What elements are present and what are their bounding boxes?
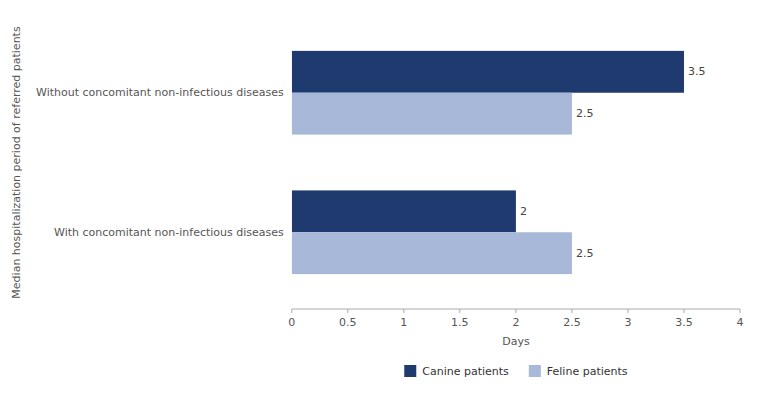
x-tick <box>403 309 404 313</box>
x-tick <box>627 309 628 313</box>
x-tick-label: 1.5 <box>451 316 469 329</box>
x-tick <box>740 309 741 313</box>
y-label: Median hospitalization period of referre… <box>10 26 23 299</box>
x-label: Days <box>502 335 530 348</box>
legend-swatch <box>529 365 541 377</box>
x-tick <box>291 309 292 313</box>
x-tick-label: 3 <box>624 316 631 329</box>
data-labels: 2 2.5 3.5 2.5 <box>520 65 706 259</box>
data-label: 2 <box>520 205 527 218</box>
bar <box>292 232 572 274</box>
bar <box>292 190 516 232</box>
bar <box>292 51 684 93</box>
x-tick-label: 2 <box>512 316 519 329</box>
x-tick <box>347 309 348 313</box>
x-tick <box>459 309 460 313</box>
chart: 2 2.5 3.5 2.5 With concomitant non-infectiou… <box>0 0 780 401</box>
x-tick <box>683 309 684 313</box>
x-tick-label: 3.5 <box>675 316 693 329</box>
data-label: 3.5 <box>688 65 706 78</box>
bar <box>292 93 572 135</box>
x-tick-label: 0.5 <box>339 316 357 329</box>
category-label: With concomitant non-infectious diseases <box>54 226 284 239</box>
category-label: Without concomitant non-infectious disea… <box>36 86 284 99</box>
x-tick-label: 2.5 <box>563 316 581 329</box>
data-label: 2.5 <box>576 107 594 120</box>
legend-label: Canine patients <box>422 365 509 378</box>
legend-label: Feline patients <box>547 365 628 378</box>
x-tick-label: 4 <box>737 316 744 329</box>
data-label: 2.5 <box>576 247 594 260</box>
legend: Canine patients Feline patients <box>404 365 628 378</box>
x-tick <box>515 309 516 313</box>
legend-swatch <box>404 365 416 377</box>
bars <box>292 51 684 274</box>
x-tick-label: 0 <box>288 316 295 329</box>
x-axis: 0 0.5 1 1.5 2 2.5 3 3.5 4 <box>288 309 743 329</box>
x-tick-label: 1 <box>400 316 407 329</box>
x-tick <box>571 309 572 313</box>
